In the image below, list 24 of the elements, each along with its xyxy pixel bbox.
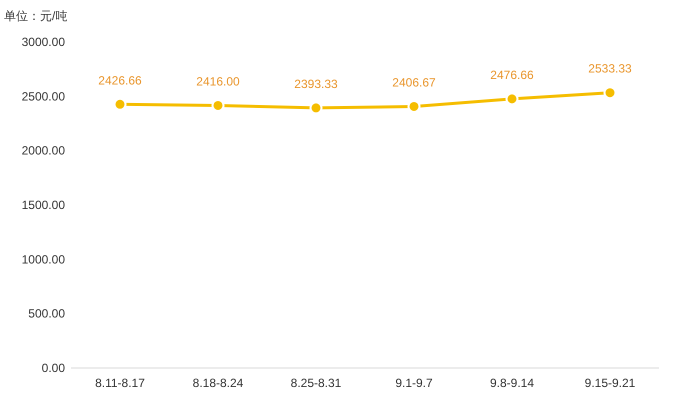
point [604, 86, 616, 100]
data-label: 2426.66 [98, 73, 142, 88]
x-tick-label: 9.8-9.14 [490, 376, 534, 390]
y-tick-label: 2000.00 [22, 144, 66, 158]
y-tick-label: 500.00 [28, 306, 66, 321]
y-tick-label: 0.00 [42, 361, 66, 375]
data-label: 2416.00 [196, 74, 240, 88]
point [114, 98, 126, 111]
y-tick-label: 2500.00 [22, 89, 66, 104]
y-tick-label: 1500.00 [22, 198, 66, 212]
x-tick-label: 9.1-9.7 [395, 376, 434, 390]
y-axis-title: 单位：元/吨 [4, 9, 68, 23]
x-tick-label: 8.18-8.24 [192, 376, 244, 390]
data-label: 2476.66 [490, 68, 534, 82]
point [310, 101, 322, 114]
x-tick-label: 8.25-8.31 [290, 376, 342, 390]
data-label: 2393.33 [294, 76, 338, 91]
x-tick-label: 8.11-8.17 [95, 376, 146, 390]
y-tick-label: 1000.00 [22, 252, 66, 266]
data-label: 2406.67 [392, 75, 436, 90]
y-tick-label: 3000.00 [22, 35, 66, 49]
point [506, 92, 518, 106]
x-tick-label: 9.15-9.21 [584, 376, 636, 390]
data-label: 2533.33 [588, 62, 632, 76]
